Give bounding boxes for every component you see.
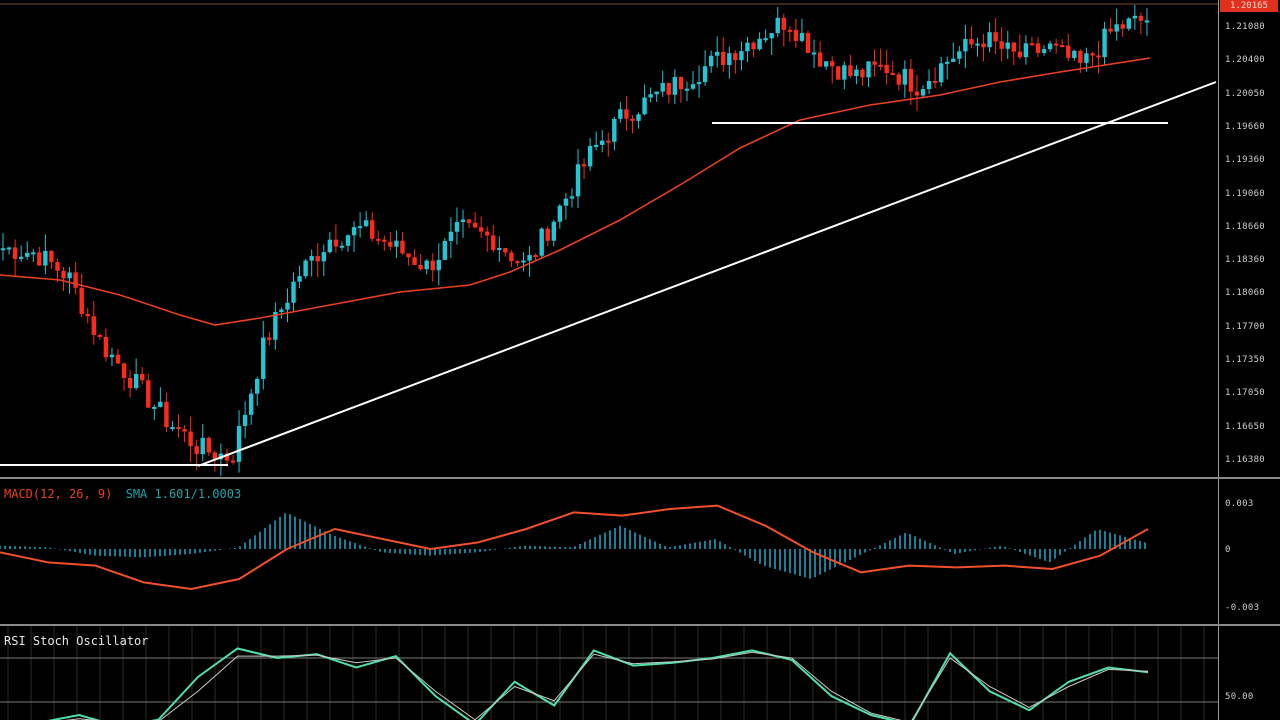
pane-divider[interactable]	[0, 477, 1280, 479]
price-axis-label: 1.17050	[1225, 388, 1266, 399]
macd-legend-main: MACD(12, 26, 9)	[4, 487, 113, 501]
stoch-axis-label: 50.00	[1225, 692, 1254, 702]
macd-axis[interactable]: 0.003 0 -0.003	[1218, 479, 1280, 624]
pane-divider[interactable]	[0, 624, 1280, 626]
price-axis-label: 1.18360	[1225, 255, 1266, 266]
macd-chart	[0, 504, 1149, 590]
price-axis-label: 1.20400	[1225, 55, 1266, 66]
price-axis-label: 1.17350	[1225, 355, 1266, 365]
price-axis-label: 1.18660	[1225, 221, 1266, 232]
price-axis-label: 1.21080	[1225, 22, 1266, 32]
trendline	[197, 81, 1217, 467]
stoch-axis[interactable]: 50.00	[1218, 626, 1280, 720]
price-axis-label: 1.19060	[1225, 188, 1266, 199]
price-axis-label: 1.18060	[1225, 288, 1266, 299]
macd-pane[interactable]: MACD(12, 26, 9) SMA 1.601/1.0003	[0, 479, 1218, 624]
macd-axis-label: -0.003	[1225, 603, 1260, 613]
price-axis-label: 1.19660	[1225, 121, 1266, 132]
stochastic-pane[interactable]: RSI Stoch Oscillator	[0, 626, 1218, 720]
price-axis-label: 1.19360	[1225, 155, 1266, 166]
price-axis-label: 1.16650	[1225, 421, 1266, 432]
macd-signal-line	[0, 504, 1149, 590]
macd-legend: MACD(12, 26, 9) SMA 1.601/1.0003	[4, 487, 241, 501]
price-axis-label: 1.16380	[1225, 454, 1266, 465]
stoch-legend: RSI Stoch Oscillator	[4, 634, 149, 648]
stoch-d-line	[64, 651, 1149, 720]
price-axis[interactable]: 1.21080 1.20400 1.20050 1.19660 1.19360 1.190…	[1218, 0, 1280, 477]
candlestick-chart[interactable]	[0, 0, 1218, 477]
stoch-k-line	[47, 647, 1149, 720]
macd-legend-values: SMA 1.601/1.0003	[125, 487, 242, 501]
moving-average-line	[0, 57, 1151, 326]
current-price-badge: 1.20165	[1220, 0, 1278, 12]
candles	[0, 4, 1150, 476]
price-axis-label: 1.20050	[1225, 88, 1266, 99]
macd-axis-label: 0	[1225, 545, 1231, 555]
price-chart-pane[interactable]	[0, 0, 1218, 477]
price-axis-label: 1.17700	[1225, 321, 1266, 332]
stochastic-chart	[0, 626, 1218, 720]
macd-axis-label: 0.003	[1225, 499, 1254, 509]
